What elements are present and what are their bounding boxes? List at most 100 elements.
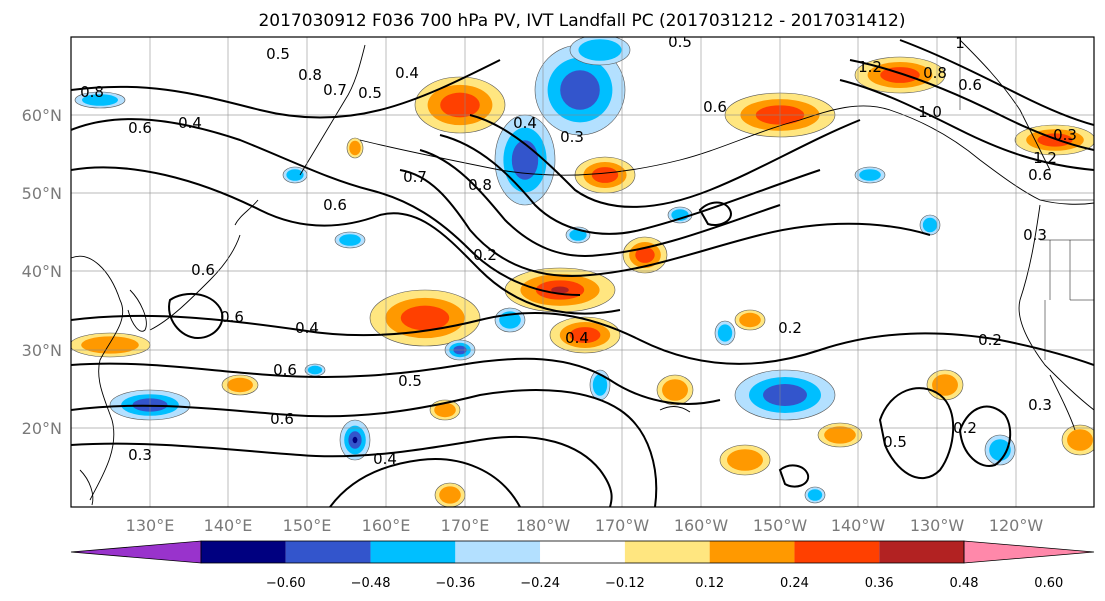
pv-contours: [71, 39, 1094, 507]
colorbar: [70, 540, 1095, 564]
lon-label: 120°W: [989, 516, 1044, 535]
contour-label: 0.8: [468, 176, 492, 194]
colorbar-tick-label: 0.24: [780, 576, 809, 591]
positive-anomaly-shade: [591, 167, 619, 183]
negative-anomaly-shade: [592, 374, 608, 396]
contour-label: 0.6: [958, 76, 982, 94]
contour-label: 0.7: [403, 168, 427, 186]
negative-anomaly-shade: [807, 489, 823, 501]
coastline-asia: [71, 255, 124, 501]
coastline-kamchatka: [299, 44, 366, 176]
colorbar-tick-label: 0.36: [865, 576, 894, 591]
contour-label: 1.2: [858, 58, 882, 76]
contour-label: 1: [955, 34, 965, 52]
contour-label: 0.2: [778, 319, 802, 337]
contour-line: [899, 39, 1094, 126]
contour-label: 0.6: [220, 308, 244, 326]
negative-anomaly-shade: [286, 169, 304, 181]
positive-anomaly-shade: [434, 402, 456, 418]
contour-line: [439, 134, 821, 235]
positive-anomaly-shade: [400, 305, 450, 331]
positive-anomaly-shade: [439, 486, 461, 504]
coastline-alaska: [799, 105, 1094, 205]
colorbar-segment: [285, 541, 371, 563]
contour-label: 0.4: [178, 114, 202, 132]
contour-label: 0.7: [323, 81, 347, 99]
contour-line: [878, 387, 955, 480]
contour-label: 0.4: [513, 114, 537, 132]
contour-line: [419, 149, 781, 257]
shading-layer: [71, 37, 1094, 507]
contour-label: 0.5: [883, 433, 907, 451]
lat-label: 20°N: [22, 419, 62, 438]
contour-line: [71, 59, 501, 119]
negative-anomaly-shade: [717, 324, 733, 342]
colorbar-extend-low: [70, 540, 202, 564]
positive-anomaly-shade: [932, 374, 958, 396]
colorbar-segment: [455, 541, 541, 563]
contour-label: 0.8: [298, 66, 322, 84]
contour-label: 0.6: [128, 119, 152, 137]
lat-label: 50°N: [22, 184, 62, 203]
contour-label: 1.2: [1033, 149, 1057, 167]
colorbar-tick-label: 0.48: [950, 576, 979, 591]
contour-line: [698, 201, 732, 226]
contour-label: 1.0: [918, 103, 942, 121]
contour-label: 0.3: [128, 446, 152, 464]
contour-label: 0.2: [953, 419, 977, 437]
negative-anomaly-shade: [352, 436, 358, 444]
lon-label: 150°W: [753, 516, 808, 535]
contour-label: 0.4: [565, 329, 589, 347]
contour-line: [71, 357, 721, 405]
contour-label: 0.3: [1053, 126, 1077, 144]
contour-label: 0.3: [1023, 226, 1047, 244]
negative-anomaly-shade: [569, 229, 587, 241]
positive-anomaly-shade: [1037, 133, 1073, 147]
positive-anomaly-shade: [440, 92, 480, 118]
positive-anomaly-shade: [227, 377, 253, 393]
border-states: [1040, 239, 1094, 360]
negative-anomaly-shade: [859, 169, 881, 181]
contour-label: 0.2: [978, 331, 1002, 349]
colorbar-ticks: −0.60 −0.48 −0.36 −0.24 −0.12 0.12 0.24 0.36 0.4…: [266, 576, 1063, 591]
negative-anomaly-shade: [339, 234, 361, 246]
colorbar-segment: [624, 541, 710, 563]
colorbar-segment: [540, 541, 625, 563]
positive-anomaly-shade: [1067, 429, 1093, 451]
contour-label: 0.8: [923, 64, 947, 82]
contour-label: 0.5: [358, 84, 382, 102]
negative-anomaly-shade: [578, 39, 622, 61]
positive-anomaly-shade: [662, 379, 688, 401]
contour-label: 0.6: [1028, 166, 1052, 184]
contour-label: 0.4: [395, 64, 419, 82]
contour-label: 0.4: [373, 450, 397, 468]
gridlines: [71, 37, 1094, 507]
contour-label: 0.5: [266, 45, 290, 63]
colorbar-segment: [370, 541, 456, 563]
coastline-japan: [149, 199, 259, 331]
contour-label: 0.3: [560, 128, 584, 146]
contour-line: [71, 435, 613, 507]
contour-label: 0.2: [473, 246, 497, 264]
negative-anomaly-shade: [82, 94, 118, 106]
lon-label: 150°E: [283, 516, 332, 535]
contour-label: 0.5: [398, 372, 422, 390]
lon-label: 170°E: [441, 516, 490, 535]
borders: [959, 40, 1094, 360]
coastline-hawaii: [659, 406, 691, 413]
contour-label: 0.5: [668, 33, 692, 51]
coastline-baja: [1049, 374, 1076, 431]
lat-label: 40°N: [22, 262, 62, 281]
coastline-us-west: [1018, 204, 1094, 411]
contour-line: [71, 118, 581, 296]
latitude-labels: 60°N 50°N 40°N 30°N 20°N: [22, 106, 62, 438]
contour-label: 0.6: [323, 196, 347, 214]
coastlines: [71, 39, 1094, 506]
colorbar-segment: [879, 541, 964, 563]
contour-labels: 0.80.6 0.40.70.80.50.40.60.50.40.30.7 0.80…: [80, 33, 1077, 468]
contour-line: [778, 464, 810, 488]
colorbar-tick-label: −0.60: [266, 576, 306, 591]
longitude-labels: 130°E 140°E 150°E 160°E 170°E 180°W 170°W 160°W…: [126, 516, 1044, 535]
colorbar-extend-high: [963, 540, 1095, 564]
